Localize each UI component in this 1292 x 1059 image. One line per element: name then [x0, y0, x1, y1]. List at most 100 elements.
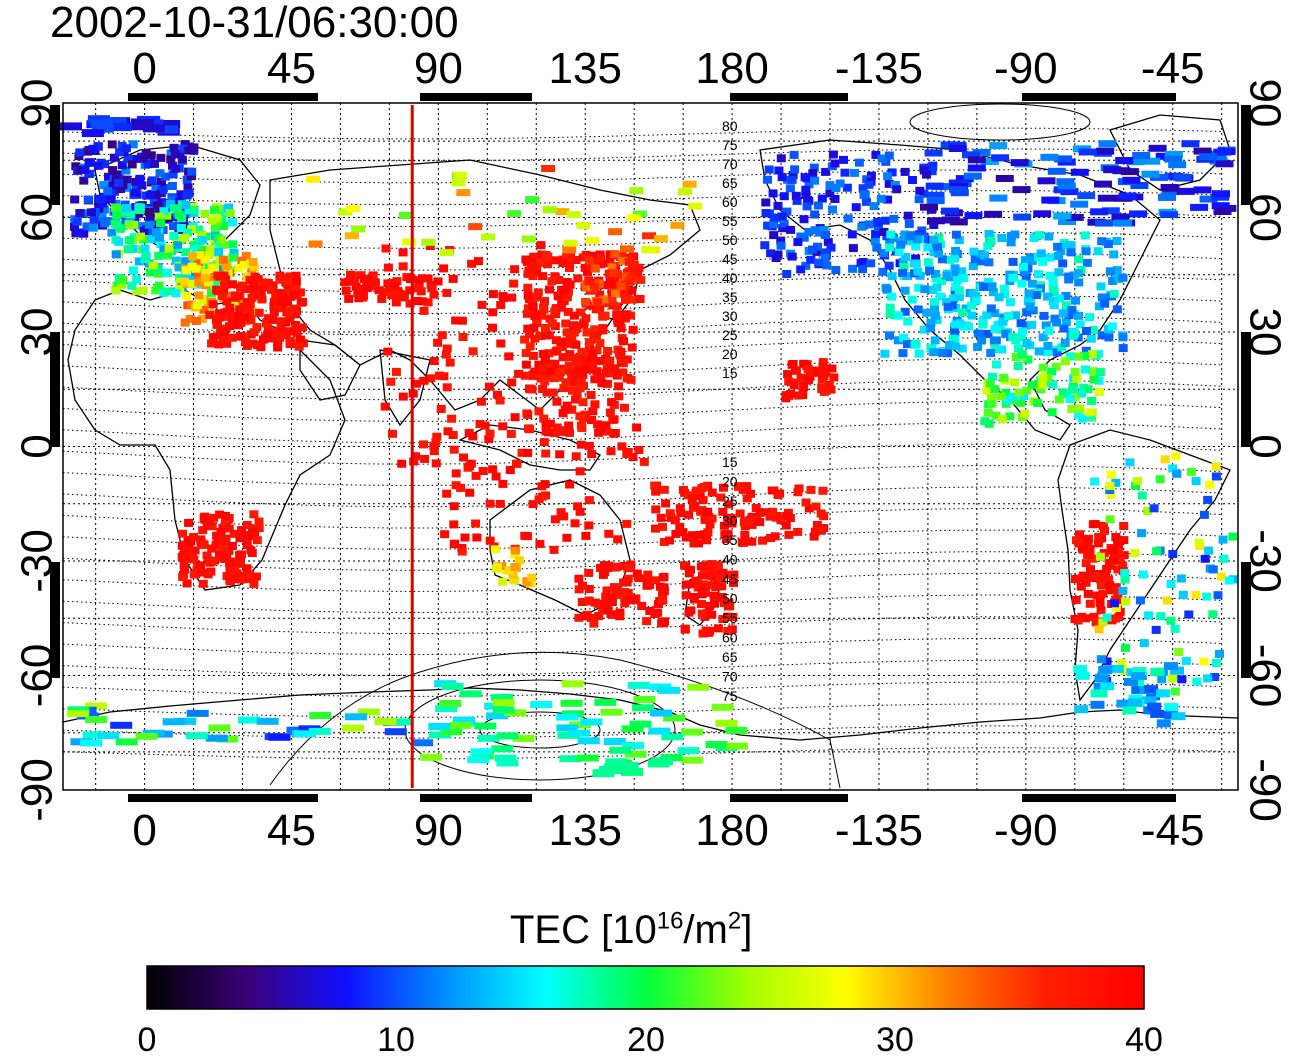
tec-cell — [290, 310, 300, 319]
colorbar-tick-label: 0 — [137, 1021, 157, 1059]
tec-cell — [1019, 262, 1028, 271]
tec-cell — [205, 734, 228, 742]
tec-cell — [707, 610, 717, 619]
tec-cell — [220, 327, 230, 336]
tec-cell — [405, 299, 415, 308]
tec-cell — [1034, 270, 1043, 279]
magnetic-contour-line — [62, 401, 1224, 422]
tec-cell — [581, 531, 591, 540]
tec-cell — [460, 533, 470, 542]
tec-cell — [205, 310, 215, 319]
y-tick-label-left: 90 — [12, 79, 61, 128]
tec-cell — [764, 165, 774, 174]
tec-cell — [570, 519, 580, 528]
tec-cell — [588, 353, 598, 362]
tec-cell — [883, 195, 893, 204]
tec-cell — [562, 401, 572, 410]
tec-cell — [820, 368, 830, 377]
tec-cell — [791, 191, 801, 200]
tec-cell — [1010, 159, 1029, 167]
tec-cell — [830, 159, 840, 168]
tec-cell — [1199, 657, 1209, 666]
tec-cell — [1102, 613, 1112, 622]
tec-cell — [600, 311, 610, 320]
tec-cell — [458, 333, 468, 341]
tec-cell — [449, 445, 459, 454]
axis-border-bar — [1022, 93, 1176, 101]
tec-cell — [772, 513, 781, 522]
tec-cell — [112, 220, 122, 229]
tec-cell — [236, 575, 246, 584]
tec-cell — [230, 566, 240, 575]
tec-cell — [182, 579, 192, 588]
tec-cell — [850, 168, 860, 177]
axis-border-bar — [128, 93, 318, 101]
tec-cell — [594, 698, 617, 706]
axis-border-bar — [420, 93, 532, 101]
tec-cell — [1043, 373, 1053, 382]
tec-cell — [1088, 367, 1098, 376]
tec-cell — [541, 251, 551, 259]
tec-cell — [561, 680, 584, 688]
tec-cell — [810, 210, 820, 219]
tec-cell — [577, 598, 587, 606]
tec-cell — [419, 440, 428, 449]
tec-cell — [1210, 673, 1220, 681]
tec-cell — [582, 283, 592, 292]
tec-cell — [787, 175, 797, 184]
tec-cell — [920, 203, 938, 211]
tec-cell — [777, 212, 787, 221]
tec-cell — [589, 619, 599, 628]
tec-cell — [184, 539, 194, 548]
tec-cell — [985, 379, 995, 388]
tec-cell — [254, 517, 264, 526]
tec-cell — [249, 263, 259, 272]
tec-cell — [575, 384, 585, 393]
tec-cell — [523, 410, 533, 419]
tec-cell — [178, 144, 188, 153]
tec-cell — [550, 369, 560, 378]
contour-label: 40 — [722, 552, 738, 568]
tec-cell — [1224, 576, 1234, 585]
magnetic-contour-line — [62, 443, 1224, 465]
tec-cell — [990, 309, 1000, 318]
tec-cell — [1078, 545, 1088, 554]
tec-cell — [680, 561, 689, 570]
x-tick-label-bottom: 135 — [549, 806, 622, 855]
tec-cell — [1051, 362, 1061, 371]
tec-cell — [1162, 596, 1172, 605]
tec-cell — [571, 366, 581, 375]
tec-cell — [249, 328, 259, 337]
tec-cell — [680, 625, 690, 634]
tec-cell — [216, 265, 226, 274]
tec-cell — [1011, 353, 1021, 362]
tec-cell — [645, 607, 655, 615]
tec-cell — [291, 304, 300, 313]
tec-cell — [141, 252, 151, 261]
tec-cell — [1156, 689, 1171, 698]
y-tick-label-right: 30 — [1241, 308, 1290, 357]
tec-cell — [1038, 373, 1048, 382]
tec-cell — [968, 289, 978, 298]
tec-cell — [204, 556, 214, 565]
tec-cell — [197, 236, 207, 245]
tec-cell — [924, 149, 943, 157]
magnetic-contour-line — [62, 379, 1224, 401]
tec-cell — [510, 265, 520, 274]
tec-cell — [689, 539, 699, 548]
tec-cell — [285, 337, 295, 346]
tec-cell — [816, 526, 826, 535]
tec-cell — [804, 180, 814, 189]
tec-cell — [429, 731, 451, 739]
tec-cell — [151, 286, 161, 295]
tec-cell — [922, 308, 932, 317]
tec-cell — [160, 172, 170, 181]
tec-cell — [1118, 333, 1128, 342]
tec-cell — [938, 348, 948, 357]
tec-cell — [1127, 698, 1142, 707]
tec-cell — [1049, 285, 1059, 294]
tec-cell — [496, 732, 519, 740]
tec-cell — [1177, 675, 1187, 684]
tec-cell — [156, 153, 166, 162]
tec-cell — [189, 555, 199, 564]
